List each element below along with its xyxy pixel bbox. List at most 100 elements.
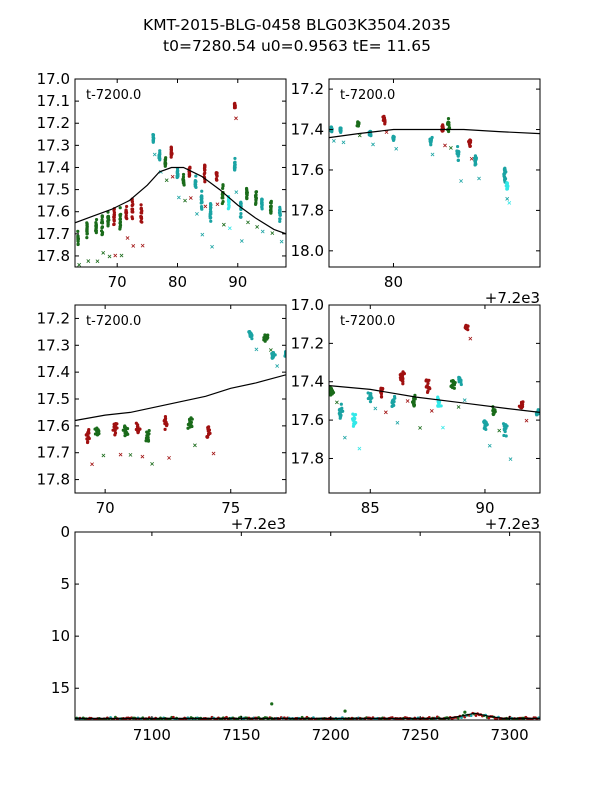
data-point-green [125,427,130,431]
data-point-teal [151,133,155,137]
data-point-red [130,200,135,204]
data-point-green [118,206,122,210]
outlier-point-green [268,348,273,352]
model-curve [75,166,286,235]
data-point-teal [260,199,264,204]
data-point-spike [343,709,347,713]
data-point-green [163,158,167,162]
outlier-point-red [203,204,208,209]
data-point-green [118,214,122,218]
data-point-red [427,378,431,382]
axes-frame [328,78,541,268]
data-point-teal [151,138,155,142]
data-point-green [100,225,104,230]
data-point-green [100,218,104,222]
y-tick-label: 17.8 [37,471,70,489]
data-point-teal [209,219,213,223]
data-point-green [106,215,111,220]
data-point-red [188,166,192,170]
outlier-point-green [107,254,112,259]
outlier-point-red [125,236,130,240]
data-point-green [100,215,104,219]
outlier-point-green [357,133,362,138]
x-tick-label: 7100 [133,726,171,744]
data-point-teal [278,217,282,221]
data-point-green [181,175,186,179]
y-tick-label: 15 [51,679,70,697]
outlier-point-green [183,198,187,203]
data-point-teal [194,180,198,184]
outlier-point-cyan [507,201,512,205]
data-point-green [221,194,225,198]
outlier-point-teal [508,457,513,462]
data-point-red [139,215,144,219]
outlier-point-teal [275,364,280,368]
data-point-green [76,229,80,234]
outlier-point-green [246,220,250,225]
data-point-teal [200,196,204,201]
data-point-teal [239,200,243,204]
data-point-teal [482,426,486,430]
y-tick-label: 17.2 [37,309,70,327]
x-offset-label: +7.2e3 [485,515,540,533]
data-point-red [205,435,209,439]
data-point-red [206,429,210,433]
outlier-point-teal [341,140,346,145]
outlier-point-teal [234,190,239,195]
data-point-green [262,338,266,342]
data-point-green [95,426,99,430]
data-point-teal [250,333,254,337]
data-point-green [269,201,273,205]
figure-title-line1: KMT-2015-BLG-0458 BLG03K3504.2035 [143,16,451,34]
y-tick-label: 17.4 [291,121,324,139]
data-point-red [465,324,470,328]
data-point-teal [338,407,342,411]
outlier-point-red [215,202,220,207]
model-curve [329,385,540,413]
data-point-teal [429,139,433,143]
panel-top-left: 17.0 17.1 17.2 17.3 17.4 17.5 17.6 17.7 17.8 70 80… [37,70,287,291]
outlier-point-green [221,222,226,227]
y-tick-label: 17.5 [37,390,70,408]
data-point-teal [369,134,373,138]
data-point-teal [233,156,237,161]
x-tick-label: 7150 [222,726,260,744]
panel-plot-area [329,114,540,205]
data-point-green [452,386,456,390]
outlier-point-teal [210,244,214,249]
data-point-red [425,384,429,388]
data-point-green [106,218,110,223]
data-point-red [187,172,191,176]
data-point-red [426,389,430,393]
outlier-point-red [443,143,447,148]
panel-inner-label: t-7200.0 [340,88,395,103]
y-tick-label: 17.3 [37,136,70,154]
y-tick-label: 17.6 [291,161,324,179]
data-point-teal [338,127,342,131]
data-point-green [446,117,451,121]
outlier-point-red [113,253,118,258]
outlier-point-teal [290,365,293,368]
data-point-green [190,424,194,429]
data-point-cyan [352,413,356,417]
data-point-red [112,422,116,426]
axes-frame [74,78,287,268]
outlier-point-teal [394,146,399,151]
data-point-green [264,333,268,338]
data-point-teal [232,164,237,168]
data-point-teal [209,212,213,216]
data-point-red [87,431,91,435]
data-point-cyan [439,404,443,408]
data-point-red [125,204,129,209]
data-point-red [203,164,207,169]
data-point-red [138,427,142,431]
y-tick-label: 17.8 [291,201,324,219]
data-point-green [118,223,123,227]
data-point-teal [504,434,508,438]
y-tick-label: 17.2 [291,334,324,352]
y-tick-label: 17.2 [37,114,70,132]
data-point-red [86,436,90,440]
panel-top-right: 17.2 17.4 17.6 17.8 18.0 80 t-7200.0 +7.2e3 [291,78,541,307]
panel-plot-area [329,323,540,462]
